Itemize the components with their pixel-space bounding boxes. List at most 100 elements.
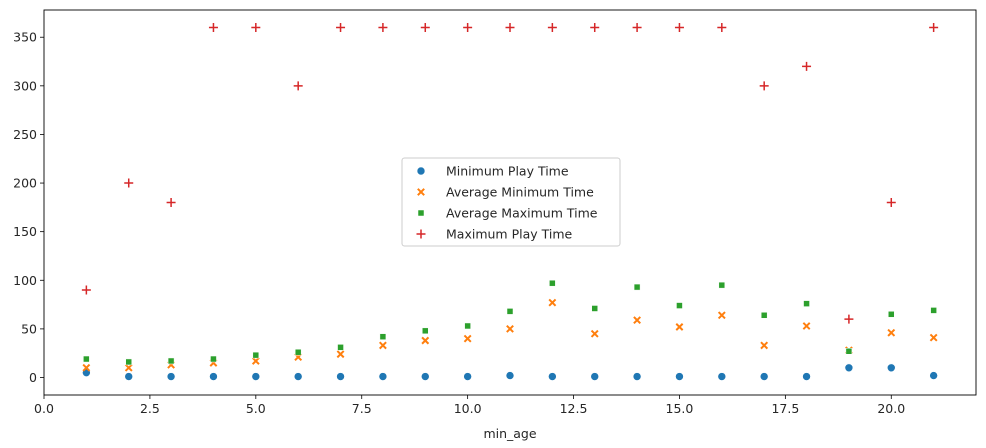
y-tick-label: 50 — [21, 321, 37, 336]
y-tick-label: 250 — [13, 127, 37, 142]
y-tick-label: 350 — [13, 30, 37, 45]
minimum-play-time-point — [802, 372, 811, 381]
average-maximum-time-point — [337, 344, 344, 351]
maximum-play-time-point — [463, 23, 473, 32]
average-maximum-time-point — [549, 279, 556, 287]
minimum-play-time-point — [717, 372, 727, 381]
maximum-play-time-point — [208, 23, 218, 32]
average-maximum-time-point — [888, 311, 895, 318]
minimum-play-time-point — [251, 372, 261, 381]
minimum-play-time-point — [929, 371, 938, 380]
average-minimum-time-point — [463, 334, 472, 343]
minimum-play-time-point — [463, 372, 472, 381]
y-axis-ticks: 0 50 100 150 200 250 300 350 — [13, 30, 44, 385]
x-tick-label: 5.0 — [246, 401, 266, 416]
average-maximum-time-point — [422, 327, 429, 335]
average-maximum-time-point — [845, 348, 853, 355]
average-maximum-time-point — [379, 333, 387, 340]
average-maximum-time-point — [676, 302, 683, 309]
average-maximum-time-point — [930, 307, 937, 314]
maximum-play-time-point — [547, 23, 557, 32]
x-tick-label: 0.0 — [34, 401, 54, 416]
minimum-play-time-point — [548, 372, 557, 381]
maximum-play-time-point — [802, 61, 812, 71]
minimum-play-time-legend-marker — [416, 166, 426, 176]
average-minimum-time-point — [506, 324, 514, 333]
legend: Minimum Play Time Average Minimum Time Ave… — [401, 157, 621, 247]
average-minimum-time-point — [379, 341, 387, 350]
legend-label: Average Minimum Time — [446, 185, 594, 200]
maximum-play-time-point — [505, 23, 515, 32]
y-tick-label: 150 — [13, 224, 37, 239]
average-minimum-time-legend-marker — [417, 188, 425, 196]
minimum-play-time-point — [336, 372, 345, 381]
minimum-play-time-point — [844, 363, 854, 373]
minimum-play-time-point — [124, 372, 134, 381]
average-minimum-time-point — [251, 357, 260, 365]
average-minimum-time-point — [336, 350, 345, 359]
minimum-play-time-point — [886, 363, 896, 373]
maximum-play-time-series — [81, 23, 939, 324]
minimum-play-time-point — [675, 372, 684, 381]
legend-label: Average Maximum Time — [446, 206, 598, 221]
average-maximum-time-point — [125, 358, 132, 366]
average-maximum-time-point — [294, 348, 302, 356]
x-tick-label: 12.5 — [560, 401, 588, 416]
minimum-play-time-point — [378, 372, 388, 381]
average-minimum-time-point — [82, 363, 91, 372]
y-tick-label: 300 — [13, 78, 37, 93]
minimum-play-time-point — [420, 372, 430, 381]
legend-label: Maximum Play Time — [446, 227, 573, 242]
average-minimum-time-point — [548, 298, 557, 307]
average-minimum-time-point — [802, 322, 811, 330]
average-maximum-time-legend-marker — [417, 209, 425, 217]
maximum-play-time-point — [81, 285, 91, 295]
legend-label: Minimum Play Time — [446, 164, 569, 179]
average-maximum-time-point — [718, 281, 726, 289]
average-maximum-time-point — [633, 283, 641, 291]
average-minimum-time-point — [124, 363, 133, 372]
maximum-play-time-point — [590, 23, 600, 32]
maximum-play-time-point — [886, 198, 896, 207]
maximum-play-time-point — [336, 23, 346, 32]
average-minimum-time-point — [675, 323, 684, 331]
average-minimum-time-point — [760, 341, 769, 350]
average-maximum-time-point — [464, 322, 471, 330]
maximum-play-time-point — [759, 81, 769, 91]
minimum-play-time-point — [166, 372, 176, 381]
x-tick-label: 17.5 — [771, 401, 799, 416]
x-axis-label: min_age — [483, 426, 536, 441]
average-minimum-time-point — [590, 329, 599, 338]
data-points — [81, 23, 939, 381]
y-tick-label: 100 — [13, 273, 37, 288]
x-axis-ticks: 0.0 2.5 5.0 7.5 10.0 12.5 15.0 17.5 20.0 — [34, 395, 905, 416]
maximum-play-time-point — [293, 81, 303, 91]
maximum-play-time-point — [632, 23, 642, 32]
maximum-play-time-point — [674, 23, 684, 32]
maximum-play-time-point — [166, 198, 176, 207]
minimum-play-time-point — [505, 371, 515, 380]
x-tick-label: 2.5 — [140, 401, 160, 416]
average-maximum-time-series — [83, 279, 937, 366]
maximum-play-time-point — [420, 23, 430, 32]
minimum-play-time-point — [632, 372, 642, 381]
average-maximum-time-point — [210, 355, 217, 363]
average-minimum-time-point — [633, 316, 641, 325]
maximum-play-time-point — [717, 23, 727, 32]
average-minimum-time-point — [717, 311, 726, 320]
minimum-play-time-point — [209, 372, 218, 381]
average-minimum-time-point — [421, 336, 430, 345]
maximum-play-time-point — [844, 314, 854, 324]
maximum-play-time-legend-marker — [416, 229, 426, 239]
average-maximum-time-point — [591, 305, 598, 312]
maximum-play-time-point — [251, 23, 261, 32]
average-maximum-time-point — [803, 300, 810, 307]
average-minimum-time-series — [82, 298, 938, 372]
maximum-play-time-point — [378, 23, 388, 32]
average-minimum-time-point — [887, 328, 896, 337]
y-tick-label: 200 — [13, 176, 37, 191]
minimum-play-time-point — [759, 372, 769, 381]
legend-box — [401, 157, 621, 247]
average-maximum-time-point — [83, 355, 90, 363]
